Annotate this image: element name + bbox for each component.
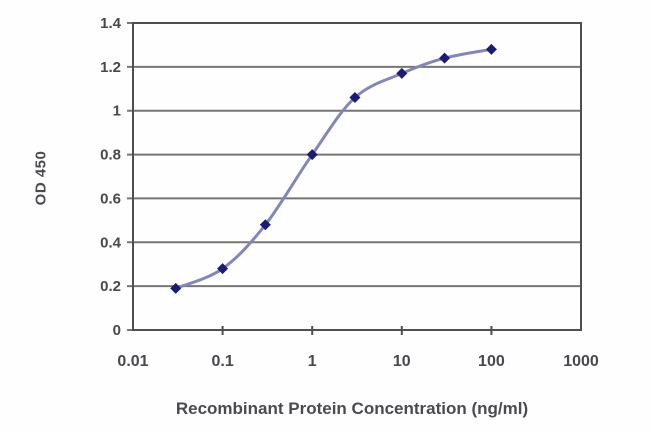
y-axis-label: OD 450 — [32, 150, 50, 206]
y-tick-label: 1.2 — [100, 59, 121, 76]
data-point-marker — [485, 43, 497, 55]
data-point-marker — [170, 282, 182, 294]
data-point-marker — [306, 149, 318, 161]
data-point-marker — [259, 219, 271, 231]
data-point-marker — [396, 67, 408, 79]
y-tick-label: 0 — [113, 322, 121, 339]
x-tick-label: 1000 — [563, 353, 599, 370]
y-tick-label: 1 — [113, 103, 121, 120]
y-tick-label: 0.4 — [100, 234, 122, 251]
y-tick-label: 0.2 — [100, 278, 121, 295]
data-point-marker — [349, 92, 361, 104]
x-tick-label: 0.1 — [211, 353, 233, 370]
x-tick-label: 100 — [478, 353, 505, 370]
x-tick-label: 0.01 — [117, 353, 148, 370]
y-tick-label: 0.8 — [100, 147, 121, 164]
data-point-marker — [439, 52, 451, 64]
x-tick-label: 10 — [393, 353, 411, 370]
x-tick-label: 1 — [308, 353, 317, 370]
data-series-line — [174, 47, 493, 290]
y-tick-label: 0.6 — [100, 190, 121, 207]
plot-frame — [132, 22, 582, 331]
x-axis-label: Recombinant Protein Concentration (ng/ml… — [175, 399, 529, 418]
data-point-marker — [217, 263, 229, 275]
y-tick-label: 1.4 — [100, 15, 122, 32]
